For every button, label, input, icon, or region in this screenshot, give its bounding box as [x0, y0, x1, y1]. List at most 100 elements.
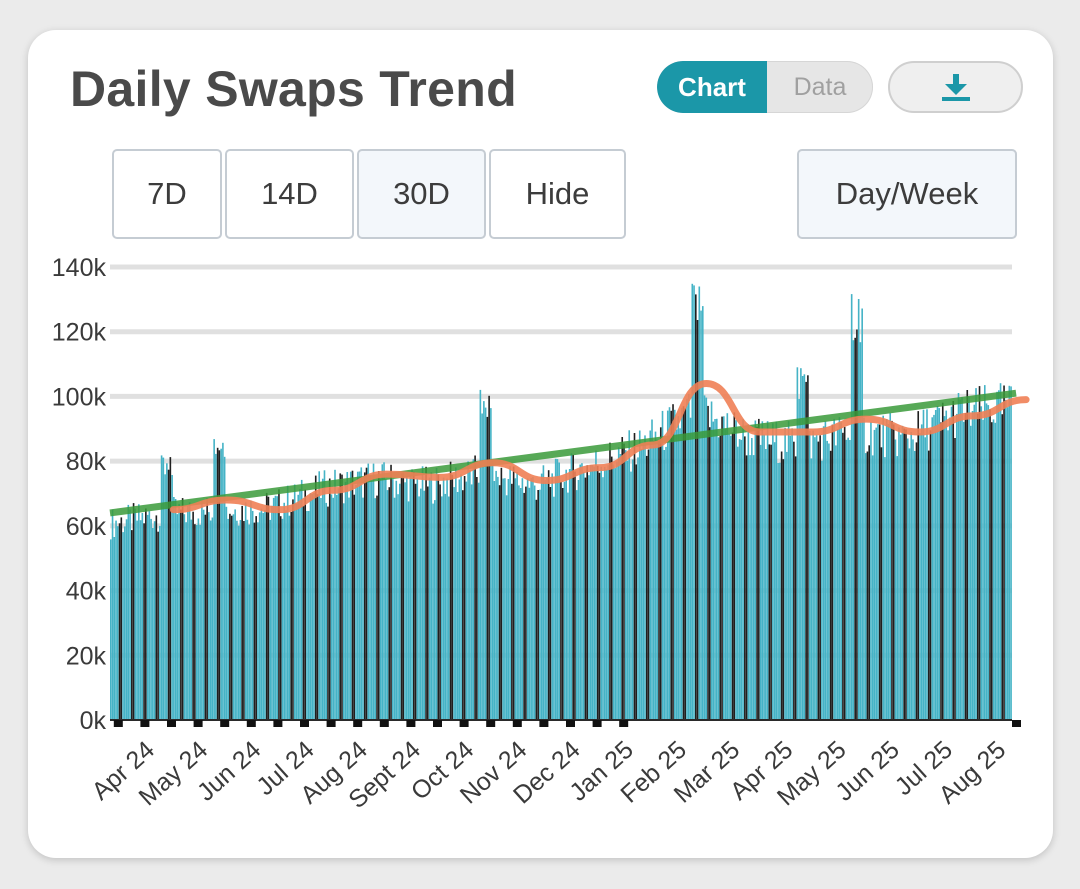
bar [908, 448, 911, 720]
bar [973, 404, 976, 720]
bar [652, 440, 655, 720]
bar [250, 500, 252, 720]
bar [376, 495, 378, 720]
bar [945, 410, 948, 720]
range-30d-button[interactable]: 30D [357, 149, 486, 239]
bar [386, 490, 389, 720]
bar [896, 456, 899, 720]
bar [670, 410, 673, 720]
bar [173, 497, 175, 720]
bar [763, 434, 765, 720]
bar [640, 449, 643, 720]
bar [596, 465, 599, 720]
bar [274, 495, 277, 720]
bar [602, 477, 604, 720]
bar [857, 299, 860, 720]
bar [211, 517, 214, 720]
bar [940, 422, 942, 720]
bar [327, 506, 329, 720]
bar [673, 409, 676, 720]
data-view-button[interactable]: Data [793, 72, 847, 101]
y-tick-label: 80k [66, 448, 107, 476]
bar [730, 435, 732, 720]
bar [819, 435, 821, 720]
bar [642, 443, 645, 720]
bar [292, 499, 294, 720]
bar [148, 511, 151, 720]
bar [849, 440, 851, 720]
bar [961, 397, 963, 720]
bar [728, 433, 730, 720]
bar [374, 498, 377, 720]
bar [416, 478, 419, 720]
bar [309, 493, 312, 720]
range-hide-button[interactable]: Hide [489, 149, 626, 239]
bar [469, 470, 471, 720]
bar [479, 389, 482, 720]
range-7d-button[interactable]: 7D [112, 149, 222, 239]
bar [976, 413, 979, 720]
bar [257, 522, 259, 720]
bar [138, 504, 140, 720]
y-tick-label: 0k [80, 707, 107, 735]
bar [351, 470, 354, 720]
bar [579, 464, 581, 720]
bar [675, 429, 678, 720]
range-14d-button[interactable]: 14D [225, 149, 354, 239]
bar [913, 451, 916, 720]
bar [567, 492, 569, 720]
bar [465, 481, 468, 720]
bar [551, 473, 553, 720]
bar [167, 469, 170, 720]
bar [470, 484, 473, 720]
bar [1008, 385, 1011, 720]
bar [941, 402, 944, 720]
bar [638, 430, 641, 720]
bar [735, 420, 737, 720]
download-button[interactable] [888, 61, 1023, 113]
bar [901, 425, 904, 720]
bar [185, 522, 187, 720]
bar [131, 530, 133, 720]
bar [314, 475, 317, 720]
bar [346, 472, 349, 720]
bar [206, 498, 208, 720]
bar [122, 532, 124, 720]
bar [171, 475, 173, 720]
x-axis-tick [512, 720, 522, 727]
bar [234, 509, 236, 720]
bar [616, 461, 618, 720]
y-axis-labels: 0k 20k 40k 60k 80k 100k 120k 140k [52, 254, 107, 735]
bar [194, 524, 196, 720]
bar [523, 492, 525, 720]
bar [565, 469, 567, 720]
bar [500, 467, 503, 720]
bar [584, 477, 587, 720]
bar [717, 437, 720, 720]
bar [299, 488, 301, 720]
bar [931, 417, 934, 720]
x-axis-tick [300, 720, 309, 727]
bar [917, 411, 920, 720]
bar [852, 340, 855, 720]
bar [166, 463, 168, 720]
bar [486, 416, 489, 720]
bar [829, 450, 832, 720]
bar [701, 306, 704, 720]
bar [113, 537, 116, 720]
bar [199, 524, 201, 720]
bar [150, 518, 152, 720]
bar [539, 489, 541, 720]
bar [448, 496, 450, 720]
bar [866, 451, 869, 720]
bar [603, 466, 606, 720]
bar [120, 517, 123, 720]
bar [686, 398, 688, 720]
bar [549, 487, 552, 720]
bar [414, 483, 417, 720]
chart-view-button[interactable]: Chart [657, 61, 767, 113]
day-week-toggle[interactable]: Day/Week [797, 149, 1017, 239]
bar [1006, 407, 1009, 720]
bar [884, 457, 886, 720]
bar [581, 463, 583, 720]
